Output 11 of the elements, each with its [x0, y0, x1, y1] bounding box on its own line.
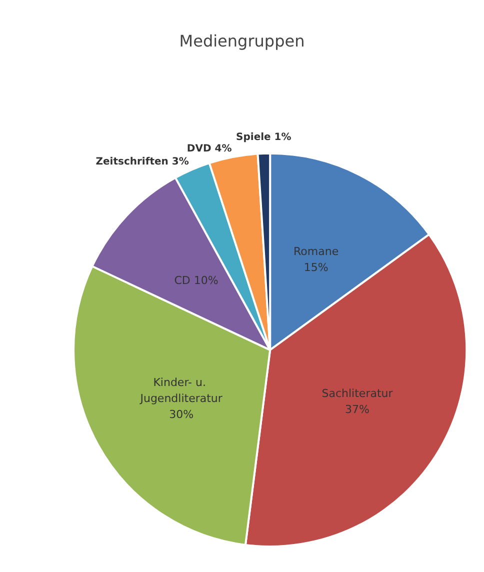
- data-label: 30%: [169, 408, 194, 422]
- slice-label: Romane: [294, 245, 339, 258]
- data-label: 15%: [304, 261, 328, 274]
- chart-title: Mediengruppen: [179, 32, 305, 50]
- data-label: 37%: [345, 402, 370, 416]
- slice-label: Zeitschriften 3%: [96, 156, 189, 168]
- slice-label: DVD 4%: [186, 144, 232, 155]
- slice-label: CD 10%: [174, 274, 218, 288]
- slice-label: Spiele 1%: [236, 132, 292, 143]
- slice-label: Sachliteratur: [322, 386, 394, 400]
- slice-label: Kinder- u. Jugendliteratur: [139, 376, 223, 406]
